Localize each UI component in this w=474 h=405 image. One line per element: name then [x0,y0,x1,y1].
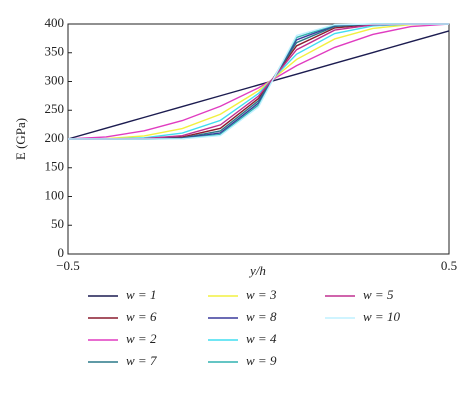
legend-label: w = 2 [126,331,157,346]
series-line [68,23,449,140]
series-line [67,23,450,140]
legend-label: w = 4 [246,331,277,346]
y-tick-label: 100 [45,187,65,202]
legend-label: w = 6 [126,309,157,324]
legend-label: w = 7 [126,353,157,368]
legend-label: w = 5 [363,287,394,302]
legend-label: w = 9 [246,353,277,368]
x-tick-label: 0.5 [441,258,457,273]
series-line [67,30,450,140]
series-line [67,23,450,140]
y-tick-label: 350 [45,44,65,59]
legend-label: w = 8 [246,309,277,324]
series-line [67,23,450,140]
series-line [68,23,449,140]
legend-label: w = 10 [363,309,400,324]
y-tick-label: 150 [45,159,65,174]
y-tick-label: 400 [45,15,65,30]
series-line [68,23,449,140]
x-tick-label: −0.5 [56,258,80,273]
legend-label: w = 1 [126,287,156,302]
y-tick-label: 300 [45,72,65,87]
y-tick-label: 50 [51,216,64,231]
series-line [68,23,449,140]
y-axis-label: E (GPa) [13,118,28,160]
series-line [68,23,449,140]
y-tick-label: 200 [45,130,65,145]
y-tick-label: 0 [58,245,65,260]
y-tick-label: 250 [45,101,65,116]
x-axis-label: y/h [248,263,266,278]
legend-label: w = 3 [246,287,277,302]
series-line [68,23,449,140]
